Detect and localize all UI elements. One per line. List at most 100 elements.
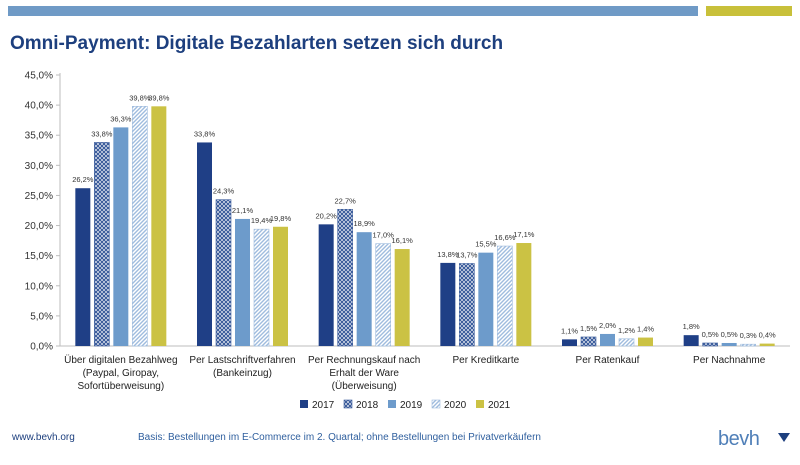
data-label: 33,8%: [194, 129, 216, 138]
legend-swatch-2018: [343, 399, 353, 409]
legend-swatch-2019: [388, 400, 396, 408]
data-labels-layer: 26,2% 33,8% 36,3% 39,8%39,8% 33,8% 24,3% 21,1%…: [72, 93, 776, 340]
bar-2020: [375, 243, 391, 347]
data-label: 19,8%: [270, 214, 292, 223]
y-tick-label: 0,0%: [30, 342, 53, 353]
data-label: 0,3%: [740, 331, 757, 340]
bar-2019: [235, 218, 250, 346]
bar-2020: [132, 106, 148, 347]
bar-2018: [215, 199, 232, 347]
data-label: 22,7%: [335, 196, 357, 205]
data-label: 16,1%: [392, 236, 414, 245]
x-category-label: Per Kreditkarte: [452, 355, 519, 366]
bar-2021: [516, 243, 532, 346]
x-category-label: Sofortüberweisung): [77, 381, 164, 392]
bar-2019: [478, 252, 494, 346]
data-label: 19,4%: [251, 216, 273, 225]
y-tick-label: 5,0%: [30, 311, 53, 322]
legend-label-2021: 2021: [488, 400, 511, 411]
bar-2020: [740, 343, 756, 347]
bar-2017: [197, 142, 212, 346]
data-label: 17,1%: [513, 230, 535, 239]
x-category-label: (Überweisung): [332, 380, 397, 392]
bar-2018: [94, 142, 110, 347]
y-tick-label: 10,0%: [25, 281, 53, 292]
top-accent-bar-gold: [706, 6, 792, 16]
logo-mark-icon: [778, 433, 790, 442]
legend-swatch-2020: [431, 399, 441, 409]
legend-label-2017: 2017: [312, 400, 335, 411]
x-category-label: Per Ratenkauf: [576, 355, 640, 366]
data-label: 36,3%: [110, 114, 132, 123]
data-label: 24,3%: [213, 187, 235, 196]
bar-2018: [702, 342, 718, 347]
bars-layer: [75, 106, 775, 347]
data-label: 0,4%: [759, 331, 776, 340]
data-label: 39,8%: [129, 93, 151, 102]
bevh-logo: bevh: [718, 428, 760, 450]
data-label: 16,6%: [494, 233, 516, 242]
data-label: 21,1%: [232, 206, 254, 215]
x-category-label: (Paypal, Giropay,: [83, 368, 160, 379]
legend-label-2018: 2018: [356, 400, 379, 411]
data-label: 15,5%: [475, 240, 497, 249]
bar-2019: [721, 342, 737, 346]
bar-2021: [759, 343, 775, 346]
y-tick-label: 25,0%: [25, 191, 53, 202]
bar-2018: [459, 263, 475, 347]
y-tick-label: 40,0%: [25, 101, 53, 112]
y-tick-label: 20,0%: [25, 221, 53, 232]
footer-note: Basis: Bestellungen im E-Commerce im 2. …: [138, 432, 541, 443]
x-category-label: Per Nachnahme: [693, 355, 766, 366]
legend-label-2019: 2019: [400, 400, 423, 411]
bar-2019: [600, 333, 615, 346]
data-label: 13,8%: [437, 250, 459, 259]
y-tick-label: 15,0%: [25, 251, 53, 262]
bar-2019: [113, 127, 129, 346]
legend: 2017 2018 2019 2020 2021: [300, 399, 511, 411]
bar-2021: [273, 226, 288, 346]
y-tick-label: 45,0%: [25, 71, 53, 82]
bar-2019: [356, 232, 372, 346]
footer-url[interactable]: www.bevh.org: [12, 432, 75, 443]
data-label: 1,8%: [683, 322, 700, 331]
bar-2021: [638, 337, 653, 346]
y-tick-label: 35,0%: [25, 131, 53, 142]
data-label: 13,7%: [456, 250, 478, 259]
data-label: 17,0%: [373, 231, 395, 240]
bar-2020: [253, 228, 270, 347]
y-tick-label: 30,0%: [25, 161, 53, 172]
data-label: 1,1%: [561, 326, 578, 335]
bar-2020: [497, 245, 513, 347]
x-category-label: Per Rechnungskauf nach: [308, 355, 420, 366]
data-label: 20,2%: [316, 211, 338, 220]
bar-2017: [318, 224, 334, 346]
data-label: 33,8%: [91, 129, 113, 138]
data-label: 0,5%: [721, 330, 738, 339]
axis-layer: 0,0% 5,0% 10,0% 15,0% 20,0% 25,0% 30,0% 35,0% 40…: [25, 71, 790, 392]
page-title: Omni-Payment: Digitale Bezahlarten setze…: [10, 33, 504, 54]
legend-swatch-2017: [300, 400, 308, 408]
x-category-label: Über digitalen Bezahlweg: [64, 354, 177, 366]
bar-2017: [75, 188, 91, 346]
bar-2021: [394, 249, 410, 346]
data-label: 39,8%: [148, 93, 170, 102]
x-category-label: Erhalt der Ware: [329, 368, 399, 379]
legend-swatch-2021: [476, 400, 484, 408]
bar-2017: [683, 335, 699, 346]
data-label: 1,2%: [618, 326, 635, 335]
bar-2017: [562, 339, 577, 346]
bar-2021: [151, 106, 167, 346]
chart: 0,0% 5,0% 10,0% 15,0% 20,0% 25,0% 30,0% 35,0% 40…: [25, 71, 790, 411]
bar-2018: [337, 208, 353, 347]
top-accent-bar-blue: [8, 6, 698, 16]
data-label: 0,5%: [702, 330, 719, 339]
legend-label-2020: 2020: [444, 400, 467, 411]
bar-2018: [580, 336, 597, 347]
data-label: 1,5%: [580, 324, 597, 333]
x-category-label: (Bankeinzug): [213, 368, 272, 379]
bar-2017: [440, 262, 456, 346]
x-category-label: Per Lastschriftverfahren: [189, 355, 295, 366]
data-label: 18,9%: [354, 219, 376, 228]
data-label: 26,2%: [72, 175, 94, 184]
